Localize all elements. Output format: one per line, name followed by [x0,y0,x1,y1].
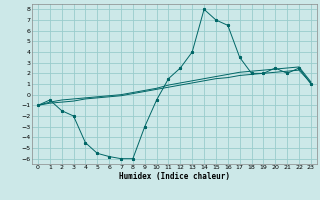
X-axis label: Humidex (Indice chaleur): Humidex (Indice chaleur) [119,172,230,181]
